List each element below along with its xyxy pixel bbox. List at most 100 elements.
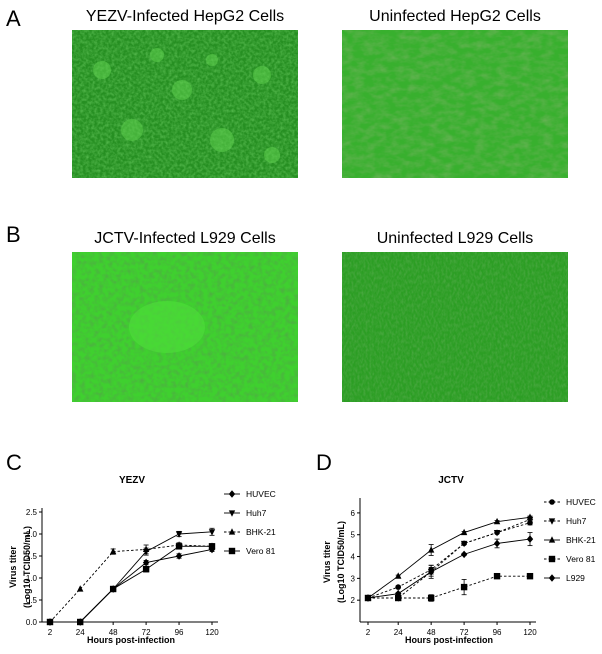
y-axis-label-yezv: Virus titer	[8, 546, 18, 588]
legend-label: Huh7	[566, 516, 587, 526]
legend-marker	[549, 499, 555, 505]
x-tick-label-yezv: 120	[205, 628, 219, 637]
x-tick-label-yezv: 2	[48, 628, 53, 637]
data-point	[395, 594, 402, 602]
title-uninfected-l929: Uninfected L929 Cells	[376, 230, 534, 247]
x-tick-label-yezv: 24	[76, 628, 85, 637]
legend-label: L929	[566, 573, 585, 583]
series-jctv-l929: L929	[364, 532, 585, 602]
legend-label: HUVEC	[566, 497, 596, 507]
legend-label: BHK-21	[566, 535, 596, 545]
data-point	[493, 529, 501, 537]
data-point	[175, 543, 183, 550]
legend-marker	[548, 518, 556, 525]
data-point	[526, 572, 534, 580]
x-tick-label-jctv: 2	[366, 628, 371, 637]
series-yezv-bhk-21: BHK-21	[46, 527, 276, 625]
chart-title-jctv: JCTV	[438, 475, 464, 486]
legend-label: Vero 81	[246, 546, 276, 556]
data-point	[395, 589, 402, 598]
legend-marker	[228, 528, 236, 535]
legend-label: BHK-21	[246, 527, 276, 537]
title-jctv-infected: JCTV-Infected L929 Cells	[94, 230, 276, 247]
chart-yezv: YEZV 0.0 0.5 1.0 1.5 2.0 2.5 2 24 48 72 96 120 Hours …	[8, 475, 276, 645]
data-point	[493, 572, 501, 580]
panel-letter-c: C	[6, 450, 22, 475]
data-point	[460, 583, 468, 591]
data-point	[460, 550, 468, 559]
data-point	[460, 540, 468, 548]
y-tick-label-yezv: 2.5	[26, 508, 38, 517]
x-tick-label-jctv: 96	[493, 628, 502, 637]
micrograph-yezv-infected	[72, 30, 298, 178]
panel-letter-d: D	[316, 450, 332, 475]
data-point	[208, 529, 216, 536]
data-point	[175, 552, 183, 560]
series-line	[368, 519, 531, 599]
micrograph-uninfected-hepg2-texture	[342, 30, 568, 178]
y-axis-label-units-yezv: (Log10 TCID50/mL)	[22, 526, 32, 608]
x-tick-label-yezv: 96	[175, 628, 184, 637]
panel-letter-a: A	[6, 6, 21, 31]
series-line	[367, 516, 531, 599]
y-tick-label-yezv: 1.0	[26, 574, 38, 583]
y-tick-label-jctv: 4	[351, 553, 356, 562]
y-axis-label-units-jctv: (Log10 TCID50/mL)	[336, 521, 346, 603]
x-tick-label-yezv: 48	[109, 628, 118, 637]
series-yezv-huh7: Huh7	[46, 508, 267, 626]
title-uninfected-hepg2: Uninfected HepG2 Cells	[369, 8, 541, 25]
data-point	[77, 618, 84, 626]
y-tick-label-jctv: 6	[351, 509, 356, 518]
legend-marker	[228, 490, 236, 498]
data-point	[109, 547, 117, 555]
series-line	[50, 548, 213, 623]
data-point	[460, 528, 468, 536]
micrograph-uninfected-hepg2	[342, 30, 568, 178]
data-point	[427, 594, 435, 602]
legend-label: HUVEC	[246, 489, 276, 499]
chart-title-yezv: YEZV	[119, 475, 145, 486]
data-point	[526, 513, 534, 520]
micrograph-jctv-infected-texture	[72, 252, 298, 402]
legend-marker	[548, 555, 556, 563]
data-point	[427, 546, 435, 553]
infected-cell-clusters	[93, 48, 280, 163]
data-point	[142, 566, 150, 573]
legend-marker	[548, 536, 556, 543]
data-point	[493, 517, 501, 525]
x-tick-label-jctv: 72	[460, 628, 469, 637]
legend-marker	[228, 510, 236, 517]
title-yezv-infected: YEZV-Infected HepG2 Cells	[85, 8, 285, 25]
y-tick-label-yezv: 0.0	[26, 618, 38, 627]
legend-label: Vero 81	[566, 554, 596, 564]
x-axis-label-yezv: Hours post-infection	[87, 635, 175, 645]
data-point	[109, 585, 117, 593]
x-axis-label-jctv: Hours post-infection	[405, 635, 493, 645]
panel-letter-b: B	[6, 222, 21, 247]
series-line	[367, 522, 531, 599]
x-tick-label-yezv: 72	[142, 628, 151, 637]
data-point	[427, 568, 435, 576]
x-tick-label-jctv: 48	[427, 628, 436, 637]
legend-marker	[228, 547, 236, 555]
series-line	[367, 538, 531, 599]
y-tick-label-yezv: 1.5	[26, 552, 38, 561]
data-point	[526, 535, 534, 543]
micrograph-yezv-infected-texture	[72, 30, 298, 178]
data-point	[46, 618, 54, 626]
y-axis-label-jctv: Virus titer	[322, 541, 332, 583]
y-tick-label-jctv: 5	[351, 531, 356, 540]
data-point	[142, 545, 150, 552]
micrograph-jctv-infected	[72, 252, 298, 402]
x-tick-label-jctv: 24	[394, 628, 403, 637]
legend-marker	[548, 574, 556, 582]
chart-jctv: JCTV 2 3 4 5 6 2 24 48 72 96 120 Hours post-infectio…	[322, 475, 596, 645]
cytopathic-clearing	[129, 301, 205, 353]
data-point	[395, 584, 402, 590]
data-point	[395, 572, 402, 579]
series-line	[50, 531, 213, 623]
y-tick-label-yezv: 0.5	[26, 596, 38, 605]
series-yezv-huvec: HUVEC	[46, 489, 276, 626]
data-point	[208, 543, 216, 550]
data-point	[142, 558, 150, 567]
